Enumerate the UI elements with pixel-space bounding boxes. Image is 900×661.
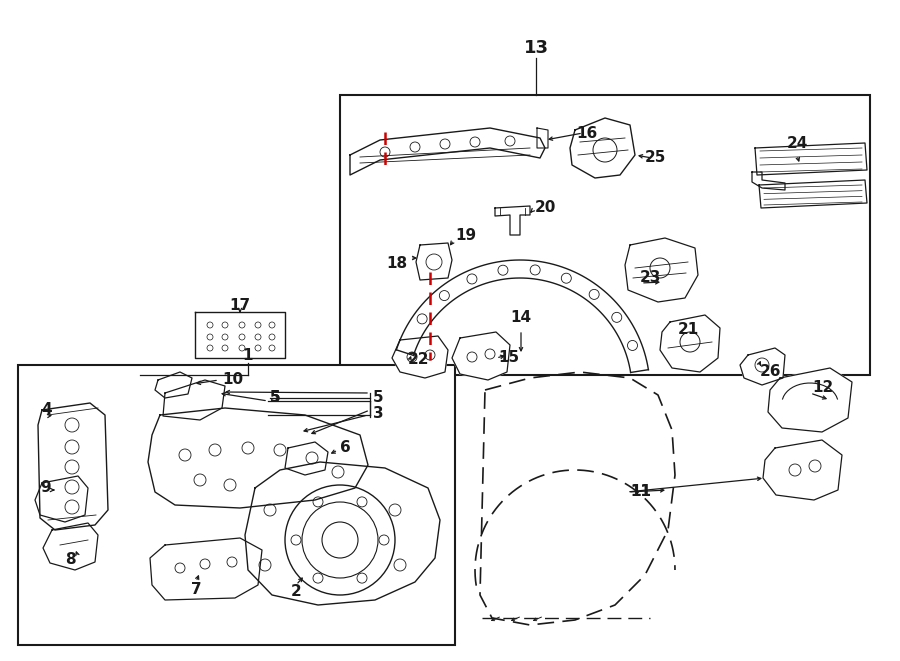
Polygon shape xyxy=(350,128,545,175)
Text: 5: 5 xyxy=(373,391,383,405)
Text: 1: 1 xyxy=(243,348,253,362)
Polygon shape xyxy=(625,238,698,302)
Polygon shape xyxy=(416,243,452,280)
Text: 11: 11 xyxy=(630,485,651,500)
Polygon shape xyxy=(163,380,225,420)
Text: 8: 8 xyxy=(66,553,76,568)
Text: 4: 4 xyxy=(41,403,52,418)
Bar xyxy=(340,95,870,375)
Text: 16: 16 xyxy=(576,126,598,141)
Polygon shape xyxy=(245,462,440,605)
Text: 23: 23 xyxy=(640,270,662,286)
Text: 12: 12 xyxy=(812,381,833,395)
Polygon shape xyxy=(755,143,867,175)
Text: 19: 19 xyxy=(455,227,476,243)
Polygon shape xyxy=(537,128,548,148)
Polygon shape xyxy=(38,403,108,530)
Polygon shape xyxy=(452,332,510,380)
Polygon shape xyxy=(768,368,852,432)
Text: 5: 5 xyxy=(270,391,281,405)
Polygon shape xyxy=(392,336,448,378)
Polygon shape xyxy=(660,315,720,372)
Text: 13: 13 xyxy=(524,39,548,57)
Bar xyxy=(18,365,455,645)
Polygon shape xyxy=(150,538,262,600)
Text: 7: 7 xyxy=(191,582,202,598)
Text: 25: 25 xyxy=(644,151,666,165)
Polygon shape xyxy=(740,348,785,385)
Text: 10: 10 xyxy=(222,373,243,387)
Polygon shape xyxy=(495,206,530,235)
Text: 6: 6 xyxy=(340,440,351,455)
Polygon shape xyxy=(763,440,842,500)
Text: 21: 21 xyxy=(678,323,699,338)
Polygon shape xyxy=(285,442,328,475)
Text: 3: 3 xyxy=(373,407,383,422)
Polygon shape xyxy=(35,476,88,522)
Polygon shape xyxy=(155,372,192,398)
Text: 11: 11 xyxy=(630,485,651,500)
Text: 5: 5 xyxy=(270,391,281,405)
Text: 15: 15 xyxy=(498,350,519,366)
Polygon shape xyxy=(759,180,867,208)
Text: 22: 22 xyxy=(408,352,429,368)
Polygon shape xyxy=(570,118,635,178)
Polygon shape xyxy=(43,523,98,570)
Text: 18: 18 xyxy=(386,256,407,270)
Text: 20: 20 xyxy=(535,200,556,215)
Polygon shape xyxy=(195,312,285,358)
Polygon shape xyxy=(396,260,648,373)
Text: 26: 26 xyxy=(760,364,781,379)
Text: 17: 17 xyxy=(230,297,250,313)
Text: 2: 2 xyxy=(291,584,302,600)
Polygon shape xyxy=(148,408,368,508)
Text: 14: 14 xyxy=(510,311,532,325)
Polygon shape xyxy=(752,172,785,190)
Text: 9: 9 xyxy=(40,481,51,496)
Text: 24: 24 xyxy=(787,136,807,151)
